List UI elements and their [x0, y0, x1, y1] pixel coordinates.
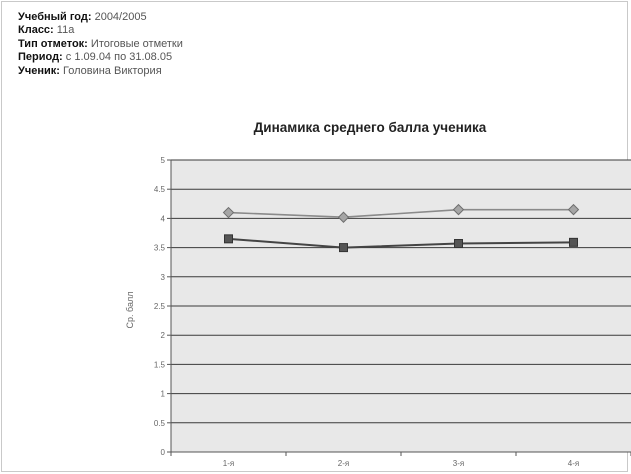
student-value: Головина Виктория: [62, 64, 162, 77]
y-tick-label: 3: [161, 273, 166, 282]
info-row-marks-type: Тип отметок: Итоговые отметки: [18, 38, 183, 51]
series-1-point: [567, 203, 580, 216]
marks-type-value: Итоговые отметки: [90, 37, 183, 50]
marks-type-label: Тип отметок:: [18, 37, 88, 50]
year-label: Учебный год:: [18, 11, 92, 23]
class-label: Класс:: [18, 24, 54, 37]
period-label: Период:: [18, 51, 63, 64]
y-tick-label: 4.5: [154, 185, 166, 194]
period-value: с 1.09.04 по 31.08.05: [65, 51, 173, 64]
series-1-point: [337, 211, 350, 223]
y-tick-label: 3.5: [154, 244, 166, 253]
info-row-student: Ученик: Головина Виктория: [18, 65, 183, 78]
y-tick-label: 0.5: [154, 419, 166, 428]
series-2-line: [228, 237, 574, 249]
report-info: Учебный год: 2004/2005 Класс: 11а Тип от…: [18, 11, 183, 78]
y-tick-label: 5: [161, 156, 166, 165]
y-tick-label: 1.5: [154, 360, 166, 369]
series-2-point: [454, 239, 463, 249]
y-tick-label: 4: [161, 214, 166, 223]
year-value: 2004/2005: [94, 11, 147, 23]
y-tick-label: 2: [161, 331, 166, 340]
x-tick-label: 4-я: [568, 459, 579, 468]
series-1-point: [452, 203, 465, 216]
series-2-point: [569, 237, 578, 247]
y-tick-label: 2.5: [154, 302, 166, 311]
info-row-class: Класс: 11а: [18, 24, 183, 37]
series-1-line: [228, 208, 574, 219]
x-tick-label: 1-я: [223, 459, 234, 468]
chart-title: Динамика среднего балла ученика: [253, 120, 487, 135]
series-2-point: [339, 243, 348, 253]
class-value: 11а: [56, 24, 75, 37]
info-row-year: Учебный год: 2004/2005: [18, 11, 183, 24]
y-tick-label: 0: [161, 448, 166, 457]
x-tick-label: 2-я: [338, 459, 349, 468]
series-1-point: [222, 206, 235, 219]
info-row-period: Период: с 1.09.04 по 31.08.05: [18, 51, 183, 64]
series-2-point: [224, 234, 233, 244]
y-tick-label: 1: [161, 390, 166, 399]
x-tick-label: 3-я: [453, 459, 464, 468]
student-label: Ученик:: [18, 64, 60, 77]
